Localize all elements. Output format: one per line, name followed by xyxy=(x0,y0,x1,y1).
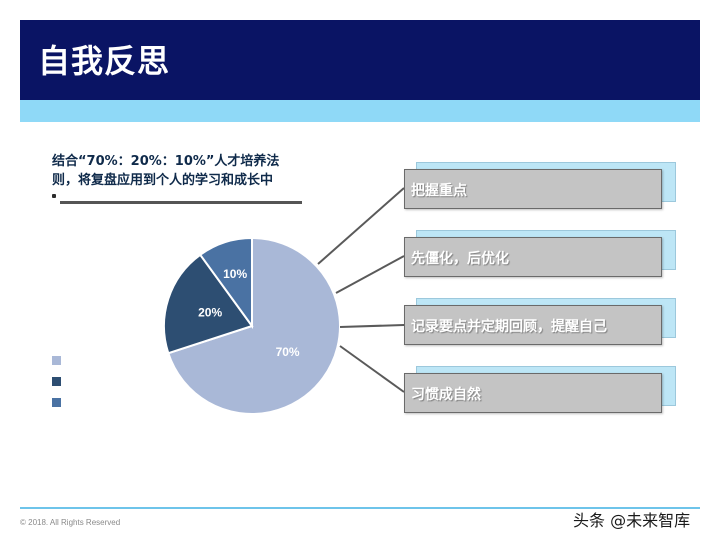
header-accent-strip xyxy=(20,100,700,122)
chart-legend xyxy=(52,356,61,419)
intro-line-1: 结合“70%：20%：10%”人才培养法 xyxy=(52,154,280,169)
callout-box-2: 先僵化，后优化 xyxy=(404,237,662,277)
pie-slice-20 xyxy=(163,253,254,355)
pie-label-20: 20% xyxy=(198,305,222,319)
legend-swatch-20 xyxy=(52,377,61,386)
callout-box-1: 把握重点 xyxy=(404,169,662,209)
callout-label-3: 记录要点并定期回顾，提醒自己 xyxy=(411,319,607,335)
callout-label-4: 习惯成自然 xyxy=(411,387,481,403)
header-bar: 自我反思 xyxy=(20,20,700,100)
connector-line-2 xyxy=(335,255,405,294)
pie-label-70: 70% xyxy=(276,345,300,359)
callout-label-2: 先僵化，后优化 xyxy=(411,251,509,267)
copyright-text: © 2018. All Rights Reserved xyxy=(20,518,121,527)
intro-bullet-dot xyxy=(52,194,56,198)
pie-label-10: 10% xyxy=(223,267,247,281)
legend-swatch-10 xyxy=(52,398,61,407)
connector-line-1 xyxy=(317,187,405,265)
intro-line-2: 则，将复盘应用到个人的学习和成长中 xyxy=(52,173,274,188)
page-title: 自我反思 xyxy=(38,42,171,80)
callout-box-4: 习惯成自然 xyxy=(404,373,662,413)
connector-line-4 xyxy=(339,345,405,393)
callout-box-3: 记录要点并定期回顾，提醒自己 xyxy=(404,305,662,345)
intro-divider xyxy=(60,201,302,204)
intro-text: 结合“70%：20%：10%”人才培养法 则，将复盘应用到个人的学习和成长中 xyxy=(52,152,312,190)
pie-slice-70 xyxy=(167,236,341,415)
legend-swatch-70 xyxy=(52,356,61,365)
callout-label-1: 把握重点 xyxy=(411,183,467,199)
watermark-text: 头条 @未来智库 xyxy=(573,511,691,530)
footer-divider xyxy=(20,507,700,509)
pie-slice-10 xyxy=(198,236,253,330)
connector-line-3 xyxy=(339,324,405,328)
